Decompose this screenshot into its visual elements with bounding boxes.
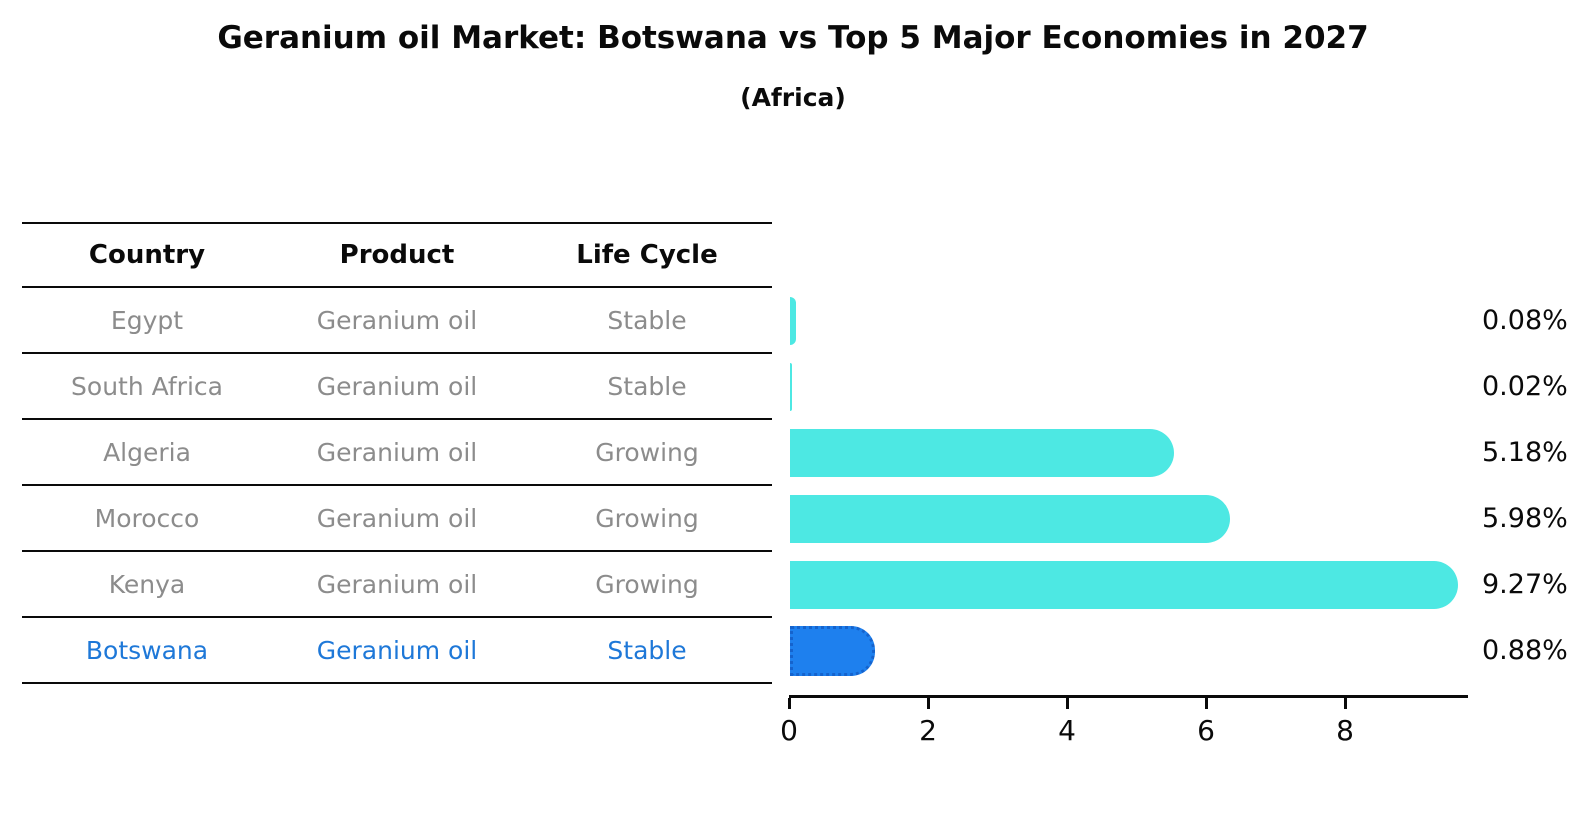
value-label: 5.98%	[1482, 503, 1568, 534]
cell-country: Morocco	[94, 503, 200, 533]
bar	[790, 429, 1174, 477]
cell-country: Algeria	[103, 437, 191, 467]
tick-mark-icon	[788, 698, 791, 709]
chart-title: Geranium oil Market: Botswana vs Top 5 M…	[217, 20, 1369, 56]
bar-row	[790, 618, 1490, 684]
table-row: Morocco Geranium oil Growing	[22, 486, 772, 552]
bar-plot	[790, 288, 1490, 684]
bar-row	[790, 354, 1490, 420]
bar	[790, 495, 1230, 543]
cell-product: Geranium oil	[316, 503, 478, 533]
value-label: 9.27%	[1482, 569, 1568, 600]
cell-lifecycle: Growing	[595, 503, 699, 533]
bar	[790, 363, 792, 411]
cell-lifecycle: Stable	[607, 635, 687, 665]
tick-label: 2	[919, 714, 937, 747]
table-row: Algeria Geranium oil Growing	[22, 420, 772, 486]
bar	[790, 626, 876, 676]
cell-product: Geranium oil	[316, 635, 478, 665]
table-row: Egypt Geranium oil Stable	[22, 288, 772, 354]
cell-product: Geranium oil	[316, 569, 478, 599]
cell-lifecycle: Growing	[595, 437, 699, 467]
cell-product: Geranium oil	[316, 437, 478, 467]
table-row: South Africa Geranium oil Stable	[22, 354, 772, 420]
tick-label: 0	[780, 714, 798, 747]
cell-country: Botswana	[85, 635, 209, 665]
x-axis: 0 2 4 6 8	[780, 695, 1468, 750]
value-label: 0.02%	[1482, 371, 1568, 402]
bar-row	[790, 288, 1490, 354]
table-header-row: Country Product Life Cycle	[22, 222, 772, 288]
table-row: Kenya Geranium oil Growing	[22, 552, 772, 618]
table-row: Botswana Geranium oil Stable	[22, 618, 772, 684]
cell-lifecycle: Stable	[607, 371, 687, 401]
column-header-lifecycle: Life Cycle	[576, 240, 718, 270]
tick-label: 4	[1058, 714, 1076, 747]
bar-row	[790, 420, 1490, 486]
tick-mark-icon	[1205, 698, 1208, 709]
value-label: 0.08%	[1482, 305, 1568, 336]
value-label: 0.88%	[1482, 635, 1568, 666]
tick-mark-icon	[927, 698, 930, 709]
cell-product: Geranium oil	[316, 305, 478, 335]
tick-mark-icon	[1344, 698, 1347, 709]
column-header-product: Product	[339, 240, 455, 270]
bar	[790, 561, 1459, 609]
cell-lifecycle: Stable	[607, 305, 687, 335]
cell-country: Kenya	[108, 569, 186, 599]
tick-label: 8	[1336, 714, 1354, 747]
chart-subtitle: (Africa)	[740, 83, 846, 112]
cell-country: Egypt	[110, 305, 184, 335]
column-header-country: Country	[88, 240, 206, 270]
value-label: 5.18%	[1482, 437, 1568, 468]
table-body: Egypt Geranium oil Stable South Africa G…	[22, 288, 772, 684]
tick-mark-icon	[1066, 698, 1069, 709]
tick-label: 6	[1197, 714, 1215, 747]
cell-lifecycle: Growing	[595, 569, 699, 599]
bar-row	[790, 552, 1490, 618]
country-table: Country Product Life Cycle Egypt Geraniu…	[22, 222, 772, 684]
bar-row	[790, 486, 1490, 552]
cell-country: South Africa	[71, 371, 223, 401]
bar	[790, 297, 796, 345]
cell-product: Geranium oil	[316, 371, 478, 401]
value-label-column: 0.08% 0.02% 5.18% 5.98% 9.27% 0.88%	[1482, 288, 1582, 684]
